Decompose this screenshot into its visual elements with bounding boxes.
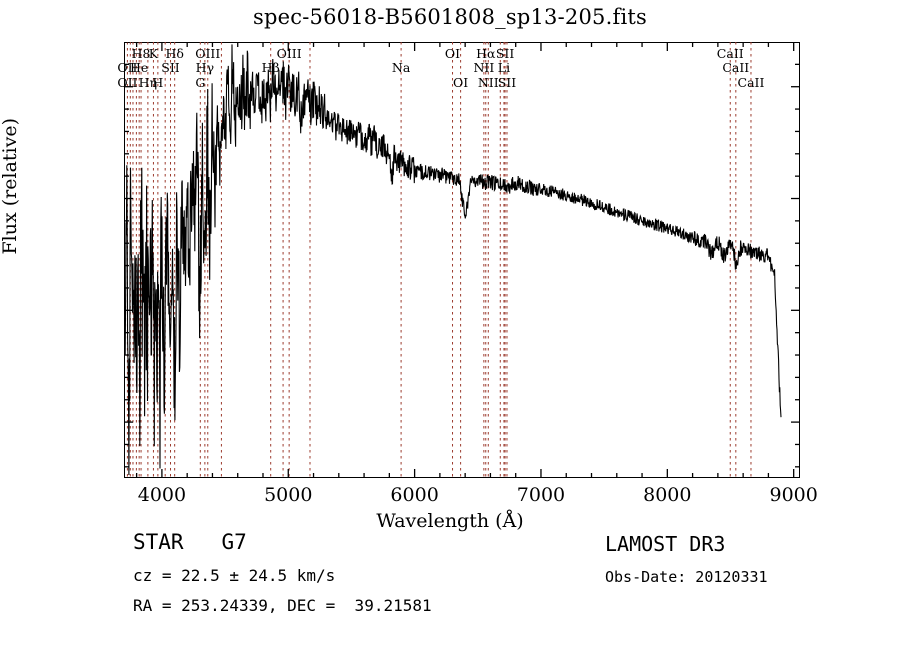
plot-canvas: [124, 42, 800, 478]
spectral-line-label: Na: [391, 60, 411, 75]
spectral-line-label: Hδ: [165, 46, 184, 61]
spectral-line-label: H: [152, 75, 164, 90]
spectral-line-label: Li: [497, 60, 511, 75]
spectral-line-label: Hα: [476, 46, 496, 61]
spectral-line-label: OII: [117, 75, 138, 90]
x-tick-label: 5000: [264, 484, 313, 506]
coordinates: RA = 253.24339, DEC = 39.21581: [133, 596, 432, 615]
spectrum-svg: [124, 42, 800, 478]
x-axis-title: Wavelength (Å): [376, 510, 524, 532]
spectral-line-label: OII: [117, 60, 138, 75]
spectral-line-label: Hη: [138, 75, 158, 90]
x-tick-label: 9000: [769, 484, 818, 506]
spectral-line-label: OIII: [195, 46, 221, 61]
spectrum-plot: [124, 42, 800, 478]
spectral-line-label: OIII: [276, 46, 302, 61]
spectral-line-label: SII: [495, 46, 515, 61]
y-axis-title: Flux (relative): [0, 118, 21, 255]
cz-value: cz = 22.5 ± 24.5 km/s: [133, 566, 336, 585]
x-tick-label: 8000: [643, 484, 692, 506]
spectral-line-label: He: [130, 60, 149, 75]
spectral-line-label: SII: [497, 75, 517, 90]
x-tick-label: 6000: [390, 484, 439, 506]
spectral-line-label: G: [195, 75, 206, 90]
object-class: STAR G7: [133, 530, 247, 554]
spectral-line-label: CaII: [716, 46, 744, 61]
spectral-line-label: H8: [131, 46, 151, 61]
spectral-line-label: OI: [444, 46, 461, 61]
x-tick-label: 4000: [137, 484, 187, 506]
plot-frame: [124, 42, 800, 478]
page-title: spec-56018-B5601808_sp13-205.fits: [253, 5, 647, 29]
x-tick-label: 7000: [516, 484, 566, 506]
spectral-line-label: OI: [453, 75, 469, 90]
spectral-line-label: Hγ: [195, 60, 215, 75]
spectral-line-label: CaII: [737, 75, 765, 90]
spectral-line-label: Hβ: [261, 60, 280, 75]
spectral-line-label: NII: [473, 60, 495, 75]
spectral-line-label: SII: [161, 60, 180, 75]
spectral-line-label: K: [148, 46, 159, 61]
survey-label: LAMOST DR3: [605, 532, 726, 556]
obs-date: Obs-Date: 20120331: [605, 568, 768, 586]
spectral-line-label: NII: [477, 75, 499, 90]
spectral-line-label: CaII: [722, 60, 750, 75]
